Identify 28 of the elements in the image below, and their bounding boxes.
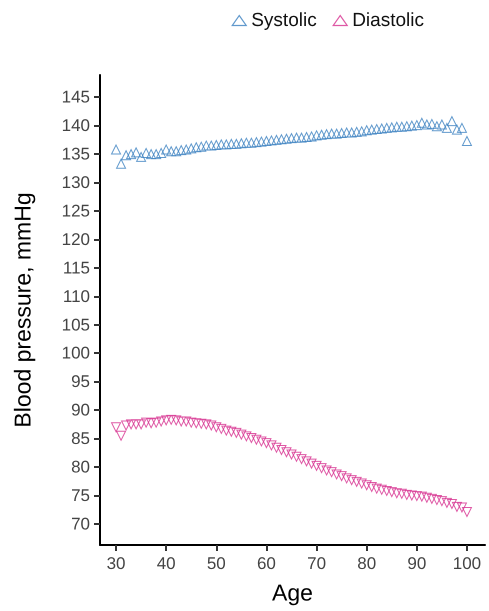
x-tick-label: 60 xyxy=(256,554,276,573)
legend-label: Diastolic xyxy=(352,10,424,31)
legend-label: Systolic xyxy=(251,10,317,31)
y-tick-label: 130 xyxy=(62,173,90,192)
y-tick-label: 105 xyxy=(62,315,90,334)
y-axis-title: Blood pressure, mmHg xyxy=(10,192,36,428)
y-tick-label: 110 xyxy=(62,286,90,306)
y-tick-label: 75 xyxy=(71,486,90,505)
x-tick-label: 90 xyxy=(407,554,426,573)
y-tick-label: 135 xyxy=(62,144,90,164)
y-tick-label: 140 xyxy=(62,116,90,136)
y-tick-label: 95 xyxy=(71,372,90,392)
y-tick-label: 80 xyxy=(71,458,90,477)
y-tick-label: 145 xyxy=(62,88,90,107)
x-tick-label: 40 xyxy=(156,554,176,573)
y-tick-label: 100 xyxy=(62,344,90,363)
x-tick-label: 30 xyxy=(106,554,126,573)
x-tick-label: 100 xyxy=(452,554,482,573)
x-axis-title: Age xyxy=(272,580,313,606)
y-tick-label: 115 xyxy=(62,258,90,278)
x-tick-label: 80 xyxy=(357,554,376,573)
y-tick-label: 70 xyxy=(71,514,90,534)
y-tick-label: 120 xyxy=(62,230,90,249)
y-tick-label: 85 xyxy=(71,429,90,448)
x-tick-label: 50 xyxy=(206,554,226,573)
x-tick-label: 70 xyxy=(307,554,326,573)
y-tick-label: 90 xyxy=(71,400,90,420)
y-tick-label: 125 xyxy=(62,201,90,220)
